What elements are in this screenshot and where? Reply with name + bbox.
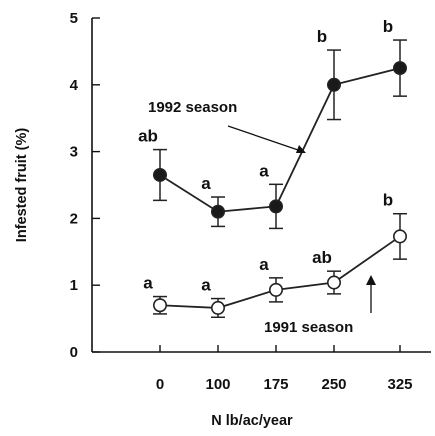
significance-label: b [383,191,393,210]
significance-label: a [259,161,269,180]
annotation-1991-season: 1991 season [264,319,353,336]
annotation-arrowhead [296,145,306,153]
y-tick-label: 2 [70,210,78,227]
x-axis-ticks: 0 100 175 250 325 [156,345,413,393]
data-point [392,229,407,244]
x-tick-label: 325 [387,376,412,393]
significance-label: a [259,255,269,274]
y-tick-label: 3 [70,144,78,161]
series-line [159,235,401,309]
annotations: 1992 season 1991 season [148,99,376,336]
x-tick-label: 250 [321,376,346,393]
significance-label: ab [312,248,332,267]
annotation-1992-season: 1992 season [148,99,237,116]
significance-label: a [201,276,211,295]
plot-frame [91,18,431,353]
significance-label: b [317,27,327,46]
series-line [159,67,401,213]
x-axis-title: N lb/ac/year [211,413,293,429]
y-axis-ticks: 0 1 2 3 4 5 [70,10,100,361]
y-tick-label: 1 [70,277,78,294]
x-tick-label: 175 [263,376,288,393]
y-tick-label: 4 [70,77,79,94]
data-point [326,275,341,290]
annotation-arrow [227,125,302,152]
significance-label: b [383,17,393,36]
data-point [268,199,283,214]
data-point [153,298,168,313]
data-point [392,61,407,76]
significance-label: ab [138,127,158,146]
significance-label: a [143,274,153,293]
data-point [211,300,226,315]
y-tick-label: 0 [70,344,78,361]
significance-label: a [201,174,211,193]
series-lower: a a a ab b [143,191,407,319]
y-tick-label: 5 [70,10,78,27]
data-point [326,77,341,92]
data-point [268,282,283,297]
annotation-arrowhead [366,275,376,285]
data-point [211,204,226,219]
y-axis-title: Infested fruit (%) [14,128,30,243]
data-point [153,167,168,182]
x-tick-label: 100 [205,376,230,393]
x-tick-label: 0 [156,376,164,393]
